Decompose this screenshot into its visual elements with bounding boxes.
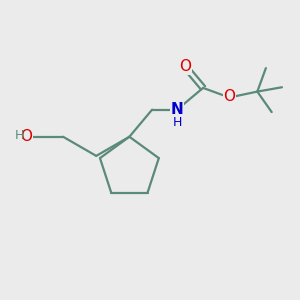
Text: H: H: [172, 116, 182, 128]
Text: O: O: [20, 129, 32, 144]
Text: N: N: [171, 102, 184, 117]
Text: O: O: [179, 59, 191, 74]
Text: O: O: [224, 88, 236, 104]
Text: H: H: [15, 129, 25, 142]
